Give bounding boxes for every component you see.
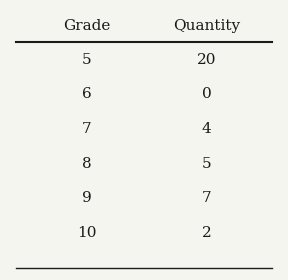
Text: 7: 7 [202,191,212,205]
Text: Quantity: Quantity [173,19,240,33]
Text: 4: 4 [202,122,212,136]
Text: 2: 2 [202,226,212,240]
Text: 7: 7 [82,122,92,136]
Text: 20: 20 [197,53,217,67]
Text: 6: 6 [82,87,92,101]
Text: 5: 5 [202,157,212,171]
Text: 8: 8 [82,157,92,171]
Text: 10: 10 [77,226,97,240]
Text: 0: 0 [202,87,212,101]
Text: 5: 5 [82,53,92,67]
Text: Grade: Grade [63,19,111,33]
Text: 9: 9 [82,191,92,205]
